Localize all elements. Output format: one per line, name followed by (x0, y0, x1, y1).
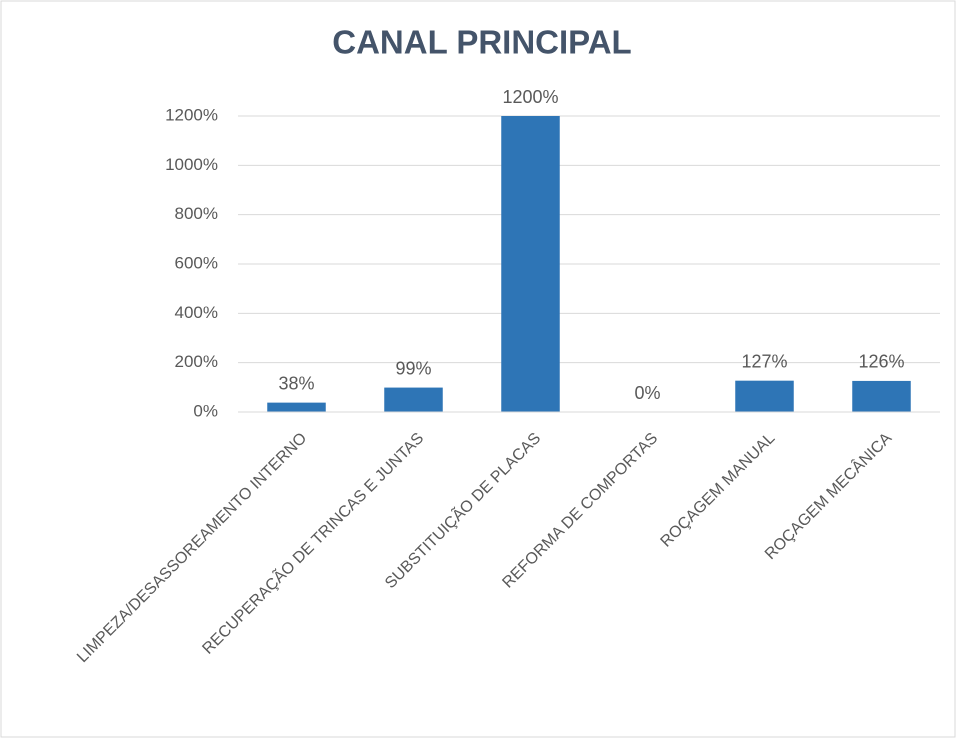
bar (384, 387, 443, 412)
y-tick-label: 200% (175, 352, 218, 371)
data-label: 0% (634, 383, 660, 403)
data-label: 99% (395, 358, 431, 378)
data-label: 1200% (502, 87, 558, 107)
data-label: 126% (858, 352, 904, 372)
y-tick-label: 1200% (165, 105, 218, 124)
y-tick-label: 400% (175, 303, 218, 322)
y-tick-label: 1000% (165, 155, 218, 174)
y-tick-label: 0% (193, 401, 218, 420)
y-tick-label: 600% (175, 253, 218, 272)
y-tick-label: 800% (175, 204, 218, 223)
data-label: 38% (278, 373, 314, 393)
chart-title: CANAL PRINCIPAL (332, 24, 631, 61)
bar (267, 402, 326, 412)
bar (735, 380, 794, 412)
data-label: 127% (741, 351, 787, 371)
bar (501, 116, 560, 412)
bar (852, 380, 911, 412)
